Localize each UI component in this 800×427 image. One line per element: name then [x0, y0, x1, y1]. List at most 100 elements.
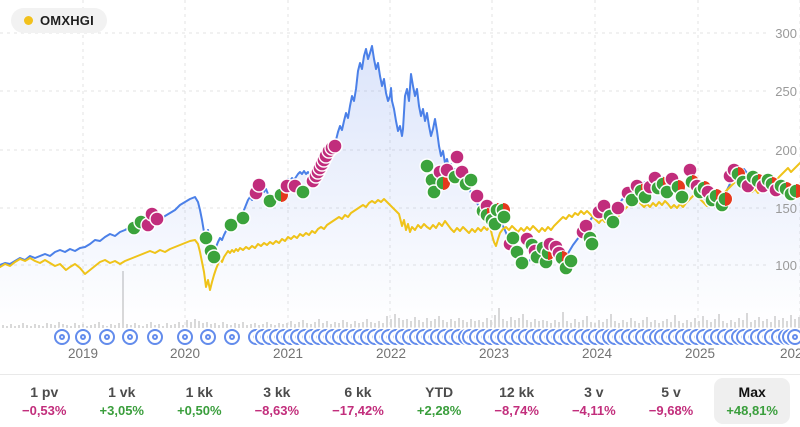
range-change-value: −9,68% — [648, 403, 694, 418]
recommendation-dot[interactable] — [235, 210, 251, 226]
volume-bar — [274, 325, 276, 328]
report-event-flag-icon[interactable]: R — [177, 329, 194, 346]
legend-dot-icon — [24, 16, 33, 25]
volume-bar — [138, 325, 140, 328]
x-axis-tick: 2023 — [478, 346, 510, 361]
x-axis-tick: 2021 — [272, 346, 304, 361]
recommendation-dot[interactable] — [514, 255, 530, 271]
range-change-value: −8,63% — [254, 403, 300, 418]
volume-bar — [38, 325, 40, 328]
volume-bar — [30, 326, 32, 328]
range-button-12-kk[interactable]: 12 kk −8,74% — [482, 378, 550, 424]
range-change-value: +3,05% — [99, 403, 144, 418]
volume-bar — [90, 325, 92, 328]
recommendation-dot[interactable] — [463, 172, 479, 188]
recommendation-dot[interactable] — [674, 189, 690, 205]
volume-bar — [162, 326, 164, 328]
range-button-1-pv[interactable]: 1 pv −0,53% — [10, 378, 78, 424]
volume-bar — [14, 326, 16, 328]
range-button-5-v[interactable]: 5 v −9,68% — [637, 378, 705, 424]
index-line — [0, 162, 800, 291]
recommendation-dot[interactable] — [496, 209, 512, 225]
recommendation-dot[interactable] — [327, 138, 343, 154]
recommendation-dot[interactable] — [610, 200, 626, 216]
range-label: 1 kk — [185, 384, 213, 400]
recommendation-dot[interactable] — [584, 236, 600, 252]
x-axis-tick: 2025 — [684, 346, 716, 361]
report-circle-icon[interactable] — [787, 329, 800, 346]
range-label: YTD — [425, 384, 454, 400]
volume-bar — [86, 326, 88, 328]
range-change-value: −0,53% — [22, 403, 67, 418]
recommendation-dot[interactable] — [223, 217, 239, 233]
recommendation-dot[interactable] — [426, 184, 442, 200]
volume-bar — [170, 325, 172, 328]
x-axis-tick: 2020 — [169, 346, 201, 361]
recommendation-dot[interactable] — [469, 188, 485, 204]
volume-bar — [66, 325, 68, 328]
legend-label: OMXHGI — [40, 13, 94, 28]
range-change-value: +0,50% — [177, 403, 222, 418]
chart-svg[interactable] — [0, 0, 800, 373]
range-button-1-vk[interactable]: 1 vk +3,05% — [88, 378, 156, 424]
range-label: 1 vk — [108, 384, 136, 400]
x-axis-tick: 2019 — [67, 346, 99, 361]
report-circle-icon[interactable] — [200, 329, 217, 346]
volume-bar — [182, 325, 184, 328]
y-axis-tick: 200 — [775, 143, 797, 158]
recommendation-dot[interactable] — [505, 230, 521, 246]
recommendation-dot[interactable] — [435, 175, 451, 191]
volume-bar — [218, 325, 220, 328]
range-button-6-kk[interactable]: 6 kk −17,42% — [320, 378, 396, 424]
range-button-3-v[interactable]: 3 v −4,11% — [560, 378, 628, 424]
y-axis-tick: 100 — [775, 258, 797, 273]
event-icon-row[interactable]: RRRRRRRRRRRRRRRRRRRRR — [0, 329, 800, 349]
range-button-3-kk[interactable]: 3 kk −8,63% — [243, 378, 311, 424]
volume-bar — [6, 326, 8, 328]
volume-bar — [106, 326, 108, 328]
y-axis-tick: 300 — [775, 26, 797, 41]
report-circle-icon[interactable] — [147, 329, 164, 346]
range-button-1-kk[interactable]: 1 kk +0,50% — [165, 378, 233, 424]
report-circle-icon[interactable] — [122, 329, 139, 346]
legend-chip-omxhgi[interactable]: OMXHGI — [11, 8, 107, 33]
volume-bar — [258, 325, 260, 328]
recommendation-dot[interactable] — [295, 184, 311, 200]
range-label: 5 v — [661, 384, 681, 400]
volume-bar — [154, 325, 156, 328]
chart-area[interactable]: 300 250 200 150 100 2019 2020 2021 2022 2023 2024… — [0, 0, 800, 373]
recommendation-dot[interactable] — [206, 249, 222, 265]
range-change-value: +48,81% — [726, 403, 778, 418]
recommendation-dot[interactable] — [251, 177, 267, 193]
volume-bar — [114, 325, 116, 328]
report-circle-icon[interactable] — [54, 329, 71, 346]
range-label: 12 kk — [499, 384, 535, 400]
range-label: 3 kk — [263, 384, 291, 400]
report-circle-icon[interactable] — [75, 329, 92, 346]
x-axis-tick: 2024 — [581, 346, 613, 361]
recommendation-dot[interactable] — [419, 158, 435, 174]
recommendation-dot[interactable] — [149, 211, 165, 227]
recommendation-dot[interactable] — [198, 230, 214, 246]
recommendation-dot[interactable] — [605, 214, 621, 230]
volume-bar — [42, 326, 44, 328]
recommendation-dot[interactable] — [717, 191, 733, 207]
recommendation-dot[interactable] — [449, 149, 465, 165]
report-circle-icon[interactable] — [99, 329, 116, 346]
range-change-value: +2,28% — [416, 403, 462, 418]
range-button-ytd[interactable]: YTD +2,28% — [405, 378, 473, 424]
range-label: 3 v — [584, 384, 604, 400]
range-label: Max — [738, 384, 766, 400]
range-label: 6 kk — [344, 384, 372, 400]
recommendation-dot[interactable] — [788, 183, 800, 199]
report-circle-icon[interactable] — [224, 329, 241, 346]
volume-bar — [230, 325, 232, 328]
volume-bar — [70, 326, 72, 328]
range-change-value: −8,74% — [494, 403, 539, 418]
range-label: 1 pv — [30, 384, 59, 400]
recommendation-dot[interactable] — [563, 253, 579, 269]
volume-bar — [78, 325, 80, 328]
volume-bar — [102, 325, 104, 328]
range-button-max[interactable]: Max +48,81% — [714, 378, 790, 424]
volume-bar — [54, 325, 56, 328]
